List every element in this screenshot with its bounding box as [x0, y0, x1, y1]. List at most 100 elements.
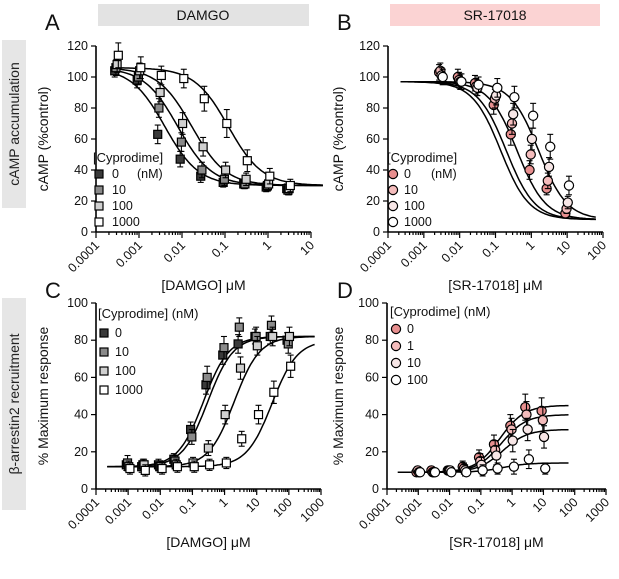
- legend-marker-0: [390, 323, 402, 335]
- data-point-100: [235, 363, 246, 373]
- row-label-bar-camp: [2, 40, 26, 208]
- x-tick-label: 0.001: [392, 495, 424, 527]
- data-point-10: [187, 432, 197, 442]
- legend-unit: (nM): [431, 167, 457, 181]
- y-tick-label: 80: [366, 101, 380, 115]
- data-point-100: [221, 165, 231, 175]
- legend: [Cyprodime] 0 10 100 1000 (nM): [387, 150, 457, 229]
- y-tick-label: 80: [74, 101, 88, 115]
- x-axis-title: [SR-17018] μM: [448, 277, 542, 293]
- data-point-100: [178, 118, 188, 129]
- y-axis-title: cAMP (%control): [330, 87, 346, 192]
- legend-title: [Cyprodime]: [93, 150, 163, 165]
- legend-marker-1: [390, 340, 402, 352]
- legend-marker-10: [99, 347, 109, 357]
- data-point-100: [220, 410, 230, 420]
- data-point-100: [446, 467, 457, 478]
- y-tick-label: 0: [372, 482, 379, 496]
- legend-label-100: 100: [407, 373, 428, 387]
- legend-label-0: 0: [115, 326, 122, 340]
- data-point-100: [562, 197, 573, 208]
- data-point-100: [540, 463, 551, 474]
- legend-marker-100: [387, 200, 399, 212]
- data-point-1000: [172, 462, 183, 472]
- y-tick-label: 0: [373, 225, 380, 239]
- y-axis-title: cAMP (%control): [35, 87, 51, 192]
- x-tick-label: 100: [270, 495, 295, 520]
- data-point-1000: [437, 71, 448, 83]
- y-tick-label: 20: [366, 194, 380, 208]
- data-point-100: [543, 161, 555, 173]
- data-point-100: [112, 59, 122, 70]
- x-tick-label: 0.01: [139, 495, 166, 522]
- data-point-0: [233, 339, 243, 349]
- y-axis-title: % Maximum response: [35, 327, 51, 466]
- data-point-1000: [179, 73, 189, 84]
- y-tick-label: 20: [74, 194, 88, 208]
- legend-label-100: 100: [404, 199, 425, 213]
- data-point-1000: [286, 361, 296, 371]
- data-point-100: [414, 467, 426, 478]
- data-point-100: [252, 341, 262, 351]
- x-tick-label: 10: [554, 238, 574, 258]
- header-bar-damgo: [98, 4, 309, 26]
- data-point-1000: [237, 434, 247, 444]
- data-point-1000: [189, 462, 199, 472]
- x-tick-label: 0.01: [161, 238, 188, 265]
- data-point-0: [524, 164, 535, 176]
- data-point-1: [537, 414, 549, 426]
- data-point-100: [284, 331, 295, 342]
- x-tick-label: 0.0001: [356, 495, 393, 532]
- data-point-1000: [527, 110, 539, 121]
- x-axis-title: [SR-17018] μM: [449, 534, 543, 550]
- data-point-1000: [285, 180, 295, 191]
- legend-marker-1000: [99, 385, 109, 395]
- data-point-1000: [125, 463, 135, 474]
- x-axis-title: [DAMGO] μM: [161, 277, 245, 293]
- data-point-10: [176, 137, 186, 147]
- legend-label-0: 0: [407, 322, 414, 336]
- legend: [Cyprodime] (nM) 0 10 100 1000: [98, 306, 198, 397]
- data-point-1000: [473, 79, 484, 90]
- data-point-1000: [456, 76, 467, 87]
- legend-marker-100: [94, 201, 104, 211]
- data-point-1000: [113, 50, 123, 60]
- header-sr17018: SR-17018: [463, 7, 526, 23]
- data-point-1000: [136, 63, 146, 73]
- data-point-10: [283, 339, 293, 349]
- data-point-1000: [509, 91, 520, 103]
- data-point-10: [197, 165, 207, 175]
- x-tick-label: 0.1: [176, 495, 198, 517]
- y-tick-label: 100: [67, 70, 88, 84]
- x-tick-label: 0.0001: [65, 495, 102, 532]
- legend-marker-10: [390, 357, 402, 369]
- data-point-1000: [265, 171, 275, 181]
- legend-label-100: 100: [115, 364, 136, 378]
- data-point-10: [507, 435, 518, 446]
- data-point-100: [507, 108, 519, 120]
- x-tick-label: 0.001: [102, 495, 134, 527]
- x-tick-label: 10: [297, 238, 317, 258]
- legend-label-10: 10: [404, 183, 418, 197]
- x-tick-label: 0.01: [429, 495, 456, 522]
- legend-label-100: 100: [112, 199, 133, 213]
- y-tick-label: 40: [74, 163, 88, 177]
- y-tick-label: 20: [74, 445, 88, 459]
- data-point-100: [477, 465, 488, 476]
- panel-letter: B: [337, 10, 352, 35]
- data-point-10: [202, 372, 212, 382]
- data-point-100: [526, 133, 538, 145]
- legend-unit: (nM): [137, 167, 163, 181]
- legend-marker-10: [387, 184, 399, 196]
- legend-title: [Cyprodime] (nM): [390, 304, 490, 319]
- data-point-0: [153, 129, 163, 139]
- legend-label-1000: 1000: [404, 215, 432, 229]
- legend-marker-1000: [94, 217, 104, 227]
- x-tick-label: 10: [530, 495, 550, 515]
- data-point-1000: [563, 180, 575, 191]
- legend-label-0: 0: [112, 167, 119, 181]
- row-label-arrestin: β-arrestin2 recruitment: [6, 333, 22, 474]
- x-tick-label: 1: [216, 495, 231, 510]
